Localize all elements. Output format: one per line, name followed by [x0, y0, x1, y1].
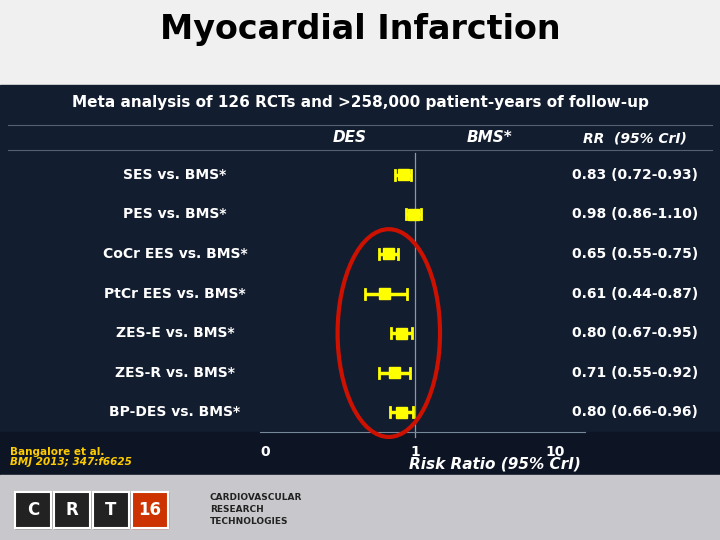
- Text: RESEARCH: RESEARCH: [210, 505, 264, 515]
- Text: RR  (95% CrI): RR (95% CrI): [583, 131, 687, 145]
- Text: CoCr EES vs. BMS*: CoCr EES vs. BMS*: [103, 247, 247, 261]
- Bar: [379, 288, 390, 299]
- Text: ZES-R vs. BMS*: ZES-R vs. BMS*: [115, 366, 235, 380]
- Text: 0.65 (0.55-0.75): 0.65 (0.55-0.75): [572, 247, 698, 261]
- Bar: [396, 328, 407, 339]
- Text: BP-DES vs. BMS*: BP-DES vs. BMS*: [109, 405, 240, 419]
- Text: 0.80 (0.67-0.95): 0.80 (0.67-0.95): [572, 326, 698, 340]
- Text: BMJ 2013; 347:f6625: BMJ 2013; 347:f6625: [10, 457, 132, 467]
- Text: PES vs. BMS*: PES vs. BMS*: [123, 207, 227, 221]
- Bar: [398, 169, 409, 180]
- Bar: [93, 492, 129, 528]
- Text: 0.83 (0.72-0.93): 0.83 (0.72-0.93): [572, 168, 698, 182]
- Text: CARDIOVASCULAR: CARDIOVASCULAR: [210, 494, 302, 503]
- Bar: [0, 85, 720, 475]
- Text: Myocardial Infarction: Myocardial Infarction: [160, 14, 560, 46]
- Text: 16: 16: [138, 501, 161, 519]
- Bar: [54, 492, 90, 528]
- Bar: [396, 407, 407, 418]
- Bar: [389, 367, 400, 378]
- Text: ZES-E vs. BMS*: ZES-E vs. BMS*: [116, 326, 234, 340]
- Text: 0: 0: [260, 445, 270, 459]
- Text: Bangalore et al.: Bangalore et al.: [10, 447, 108, 457]
- Text: 0.71 (0.55-0.92): 0.71 (0.55-0.92): [572, 366, 698, 380]
- Bar: [15, 492, 51, 528]
- Bar: [383, 248, 395, 259]
- Text: 0.80 (0.66-0.96): 0.80 (0.66-0.96): [572, 405, 698, 419]
- Text: DES: DES: [333, 131, 367, 145]
- Bar: [0, 475, 720, 540]
- Bar: [0, 0, 720, 85]
- Text: Meta analysis of 126 RCTs and >258,000 patient-years of follow-up: Meta analysis of 126 RCTs and >258,000 p…: [71, 96, 649, 111]
- Text: 1: 1: [410, 445, 420, 459]
- Text: C: C: [27, 501, 39, 519]
- Text: PtCr EES vs. BMS*: PtCr EES vs. BMS*: [104, 287, 246, 300]
- Text: T: T: [105, 501, 117, 519]
- Bar: [93, 492, 129, 528]
- Text: R: R: [66, 501, 78, 519]
- Text: Risk Ratio (95% CrI): Risk Ratio (95% CrI): [409, 456, 581, 471]
- Bar: [408, 209, 419, 220]
- Bar: [132, 492, 168, 528]
- Text: 10: 10: [545, 445, 564, 459]
- Bar: [132, 492, 168, 528]
- Text: TECHNOLOGIES: TECHNOLOGIES: [210, 517, 289, 526]
- Bar: [15, 492, 51, 528]
- Text: SES vs. BMS*: SES vs. BMS*: [123, 168, 227, 182]
- Bar: [0, 432, 720, 475]
- Text: 0.61 (0.44-0.87): 0.61 (0.44-0.87): [572, 287, 698, 300]
- Text: 0.98 (0.86-1.10): 0.98 (0.86-1.10): [572, 207, 698, 221]
- Bar: [54, 492, 90, 528]
- Text: BMS*: BMS*: [467, 131, 513, 145]
